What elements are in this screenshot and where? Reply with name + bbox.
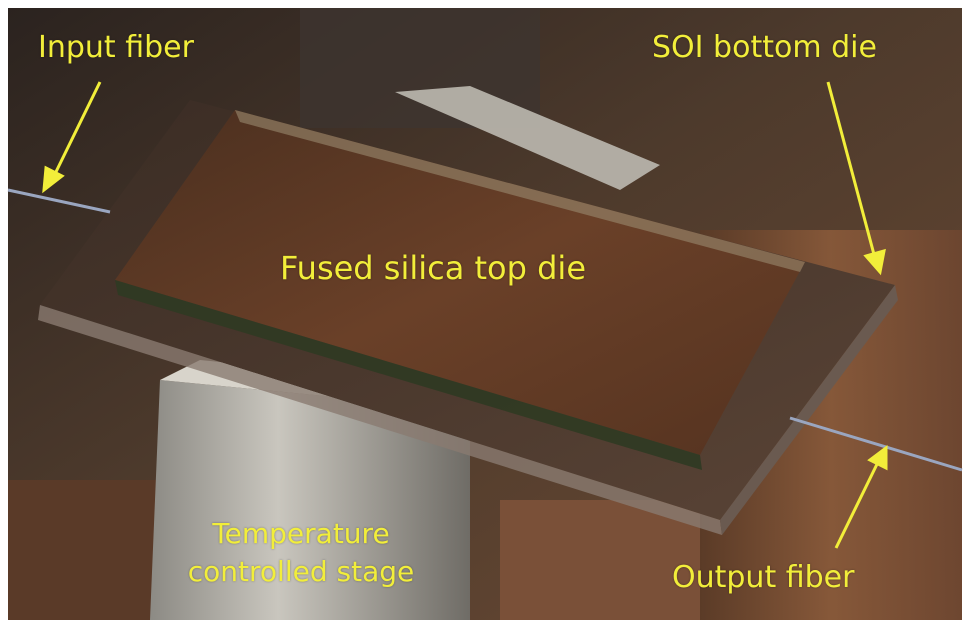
label-output-fiber: Output fiber (672, 560, 855, 595)
label-temperature-line2: controlled stage (187, 555, 415, 588)
label-input-fiber: Input fiber (38, 30, 194, 65)
label-temperature-line1: Temperature (212, 517, 390, 550)
label-fused-silica-top-die: Fused silica top die (280, 249, 586, 287)
label-temperature-controlled-stage: Temperature controlled stage (176, 515, 426, 591)
annotation-arrows (42, 81, 888, 549)
label-soi-bottom-die: SOI bottom die (652, 30, 877, 65)
